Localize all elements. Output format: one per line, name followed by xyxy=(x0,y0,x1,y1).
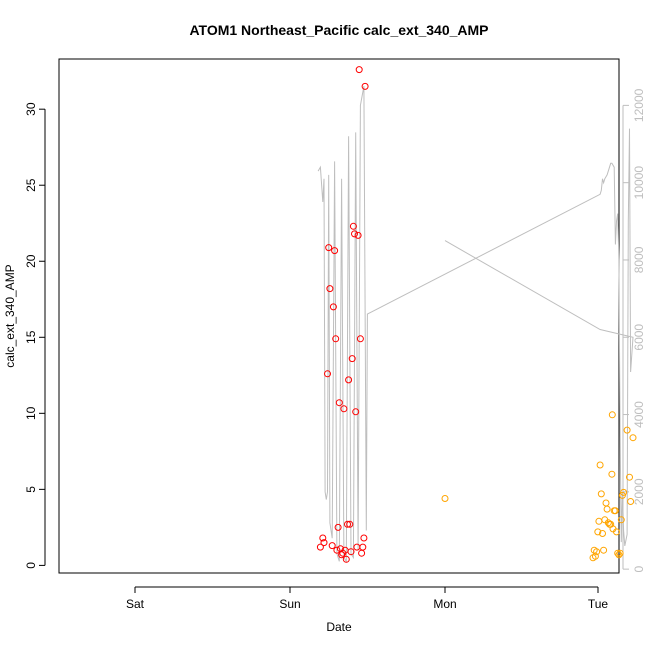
data-point xyxy=(594,528,602,536)
x-axis: Sat Sun Mon Tue xyxy=(126,586,609,611)
data-point xyxy=(614,549,622,557)
secondary-line xyxy=(317,86,634,564)
data-point xyxy=(617,516,625,524)
data-point xyxy=(344,520,351,528)
data-point xyxy=(333,546,341,554)
data-point xyxy=(316,543,324,551)
data-point xyxy=(334,523,342,531)
secondary-y-axis: 0 2000 4000 6000 8000 10000 12000 xyxy=(622,88,646,572)
data-point xyxy=(326,285,334,293)
data-point xyxy=(593,548,601,556)
data-point xyxy=(331,247,339,255)
x-tick-label: Tue xyxy=(588,597,609,611)
y-tick-label: 30 xyxy=(24,102,38,116)
data-point xyxy=(346,520,354,528)
y2-tick-label: 0 xyxy=(632,565,646,572)
data-point xyxy=(349,222,357,230)
data-point xyxy=(600,546,608,554)
data-point xyxy=(355,66,363,74)
data-point xyxy=(626,473,633,481)
data-point xyxy=(596,461,604,469)
data-point xyxy=(611,507,619,515)
data-point xyxy=(358,549,366,557)
data-point xyxy=(595,517,603,525)
y2-tick-label: 2000 xyxy=(632,478,646,505)
data-point xyxy=(603,505,611,513)
data-point xyxy=(338,551,346,559)
secondary-series-line xyxy=(317,86,634,564)
y2-tick-label: 4000 xyxy=(632,401,646,428)
data-point xyxy=(320,539,328,547)
data-point xyxy=(351,230,358,238)
x-tick-label: Mon xyxy=(433,597,456,611)
data-point xyxy=(347,548,355,556)
y-tick-label: 10 xyxy=(24,406,38,420)
data-point xyxy=(353,543,361,551)
data-point xyxy=(623,426,631,434)
data-point xyxy=(441,495,449,502)
y-axis: 0 5 10 15 20 25 30 xyxy=(24,102,46,569)
x-tick-label: Sat xyxy=(126,597,145,611)
data-point xyxy=(359,543,367,551)
data-point xyxy=(613,528,620,536)
data-point xyxy=(361,82,369,90)
y-tick-label: 5 xyxy=(24,486,38,493)
data-point xyxy=(324,370,331,378)
y-tick-label: 25 xyxy=(24,178,38,192)
data-point xyxy=(629,434,637,442)
data-point xyxy=(332,335,340,343)
data-point xyxy=(597,490,605,498)
data-point xyxy=(616,549,624,557)
data-point xyxy=(325,244,333,252)
data-point xyxy=(348,355,356,363)
data-point xyxy=(335,399,343,407)
y-axis-label: calc_ext_340_AMP xyxy=(3,264,17,367)
data-point xyxy=(620,488,628,496)
data-point xyxy=(608,411,616,419)
data-point xyxy=(352,408,360,416)
y2-tick-label: 6000 xyxy=(632,324,646,351)
data-point xyxy=(602,499,610,507)
data-point xyxy=(342,555,350,563)
plot-box xyxy=(58,58,620,574)
y2-tick-label: 10000 xyxy=(632,166,646,200)
data-point xyxy=(354,231,362,239)
y2-tick-label: 12000 xyxy=(632,88,646,122)
data-point xyxy=(599,530,606,537)
data-point xyxy=(340,405,348,413)
y-tick-label: 15 xyxy=(24,330,38,344)
y-tick-label: 0 xyxy=(24,562,38,569)
data-point xyxy=(627,498,635,505)
y-tick-label: 20 xyxy=(24,254,38,268)
data-points xyxy=(316,66,637,563)
data-point xyxy=(591,552,599,560)
data-point xyxy=(356,335,364,343)
data-point xyxy=(360,534,368,542)
data-point xyxy=(615,551,623,559)
data-point xyxy=(345,376,353,384)
x-tick-label: Sun xyxy=(279,597,300,611)
x-axis-label: Date xyxy=(326,620,352,634)
chart-title: ATOM1 Northeast_Pacific calc_ext_340_AMP xyxy=(189,22,488,38)
data-point xyxy=(319,534,327,542)
data-point xyxy=(608,470,616,478)
y2-tick-label: 8000 xyxy=(632,246,646,273)
data-point xyxy=(329,303,337,311)
data-point xyxy=(328,542,336,550)
